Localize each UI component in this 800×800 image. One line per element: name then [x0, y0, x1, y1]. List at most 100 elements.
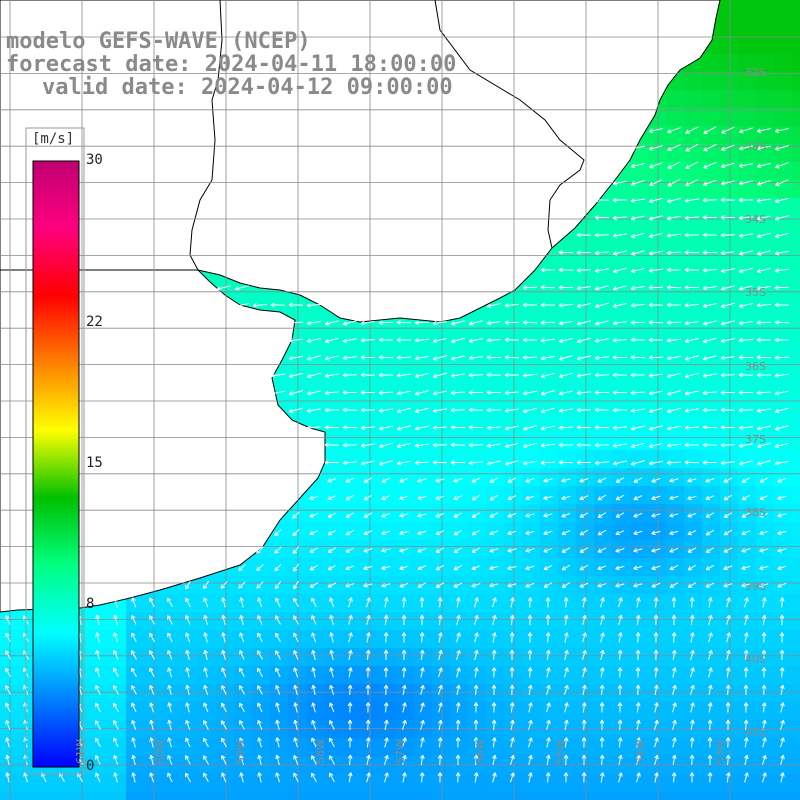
field-cell	[792, 702, 800, 721]
field-cell	[630, 432, 649, 451]
field-cell	[522, 738, 541, 757]
field-cell	[738, 18, 757, 37]
field-cell	[576, 612, 595, 631]
field-cell	[522, 486, 541, 505]
field-cell	[540, 522, 559, 541]
latitude-label: 37S	[745, 433, 766, 446]
field-cell	[468, 594, 487, 613]
colorbar-tick-label: 15	[86, 455, 103, 471]
field-cell	[342, 450, 361, 469]
field-cell	[306, 774, 325, 793]
field-cell	[522, 504, 541, 523]
field-cell	[72, 774, 91, 793]
field-cell	[234, 576, 253, 595]
field-cell	[378, 792, 397, 800]
field-cell	[666, 774, 685, 793]
field-cell	[180, 648, 199, 667]
field-cell	[342, 486, 361, 505]
field-cell	[396, 648, 415, 667]
field-cell	[216, 630, 235, 649]
field-cell	[720, 396, 739, 415]
field-cell	[792, 450, 800, 469]
field-cell	[378, 450, 397, 469]
model-title: modelo GEFS-WAVE (NCEP)	[6, 30, 311, 54]
field-cell	[198, 630, 217, 649]
field-cell	[648, 270, 667, 289]
field-cell	[576, 792, 595, 800]
field-cell	[684, 270, 703, 289]
field-cell	[198, 612, 217, 631]
field-cell	[324, 630, 343, 649]
field-cell	[720, 72, 739, 91]
field-cell	[720, 234, 739, 253]
field-cell	[270, 576, 289, 595]
field-cell	[792, 54, 800, 73]
field-cell	[414, 432, 433, 451]
field-cell	[252, 576, 271, 595]
field-cell	[576, 270, 595, 289]
field-cell	[378, 774, 397, 793]
field-cell	[738, 468, 757, 487]
colorbar-gradient	[33, 161, 79, 767]
field-cell	[36, 792, 55, 800]
field-cell	[774, 108, 793, 127]
field-cell	[792, 576, 800, 595]
field-cell	[288, 594, 307, 613]
field-cell	[558, 504, 577, 523]
field-cell	[702, 504, 721, 523]
field-cell	[594, 792, 613, 800]
field-cell	[90, 738, 109, 757]
field-cell	[450, 792, 469, 800]
field-cell	[630, 288, 649, 307]
field-cell	[630, 774, 649, 793]
field-cell	[90, 612, 109, 631]
field-cell	[684, 720, 703, 739]
field-cell	[792, 540, 800, 559]
field-cell	[342, 576, 361, 595]
field-cell	[522, 576, 541, 595]
field-cell	[774, 648, 793, 667]
field-cell	[648, 126, 667, 145]
field-cell	[306, 504, 325, 523]
field-cell	[630, 504, 649, 523]
field-cell	[468, 486, 487, 505]
field-cell	[396, 594, 415, 613]
field-cell	[396, 720, 415, 739]
colorbar-tick-label: 22	[86, 314, 103, 330]
field-cell	[738, 738, 757, 757]
field-cell	[414, 792, 433, 800]
field-cell	[792, 648, 800, 667]
field-cell	[198, 648, 217, 667]
field-cell	[774, 0, 793, 19]
field-cell	[432, 468, 451, 487]
field-cell	[270, 594, 289, 613]
field-cell	[432, 738, 451, 757]
field-cell	[612, 738, 631, 757]
field-cell	[342, 396, 361, 415]
field-cell	[486, 486, 505, 505]
field-cell	[216, 612, 235, 631]
field-cell	[432, 612, 451, 631]
field-cell	[468, 774, 487, 793]
field-cell	[522, 594, 541, 613]
field-cell	[738, 522, 757, 541]
field-cell	[432, 450, 451, 469]
field-cell	[450, 468, 469, 487]
field-cell	[468, 414, 487, 433]
field-cell	[774, 486, 793, 505]
valid-date: valid date: 2024-04-12 09:00:00	[42, 76, 453, 100]
field-cell	[360, 486, 379, 505]
field-cell	[684, 504, 703, 523]
field-cell	[720, 54, 739, 73]
field-cell	[612, 522, 631, 541]
field-cell	[432, 594, 451, 613]
field-cell	[792, 108, 800, 127]
field-cell	[666, 792, 685, 800]
field-cell	[756, 36, 775, 55]
field-cell	[324, 576, 343, 595]
field-cell	[702, 108, 721, 127]
field-cell	[180, 738, 199, 757]
field-cell	[234, 594, 253, 613]
field-cell	[756, 0, 775, 19]
field-cell	[666, 738, 685, 757]
